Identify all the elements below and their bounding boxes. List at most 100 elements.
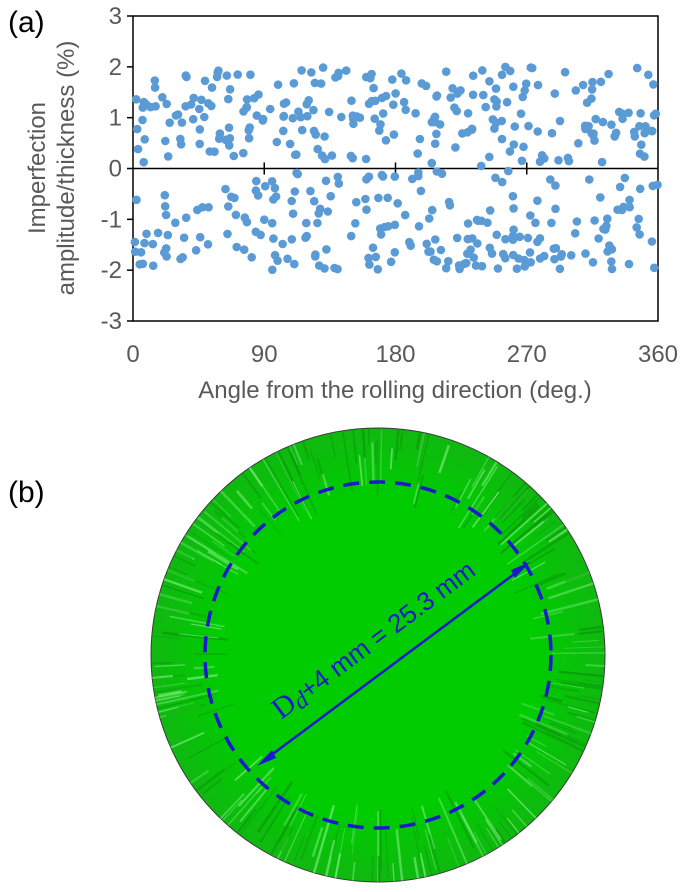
wrinkle-streak	[525, 531, 570, 562]
data-point	[252, 111, 262, 120]
data-point	[625, 202, 634, 212]
data-point	[178, 252, 187, 262]
data-point	[203, 240, 213, 249]
wrinkle-streak	[321, 473, 331, 496]
wrinkle-streak	[239, 786, 270, 822]
data-point	[386, 257, 396, 267]
data-point	[290, 150, 300, 160]
wrinkle-streak	[471, 491, 500, 529]
y-axis-title-line2: amplitude/thickness (%)	[53, 41, 80, 296]
data-point	[309, 105, 318, 115]
data-point	[364, 253, 373, 263]
data-point	[393, 199, 403, 208]
wrinkle-streak	[195, 768, 225, 792]
wrinkle-streak	[153, 683, 203, 694]
data-point	[195, 139, 204, 149]
data-point	[635, 184, 645, 194]
wrinkle-streak	[292, 443, 303, 466]
wrinkle-streak	[158, 690, 182, 697]
wrinkle-streak	[207, 550, 239, 571]
data-point	[197, 95, 206, 105]
data-point	[557, 250, 567, 259]
data-point	[231, 210, 241, 220]
wrinkle-streak	[399, 429, 404, 450]
data-point	[265, 104, 275, 114]
data-point	[140, 238, 149, 248]
data-point	[414, 168, 423, 177]
wrinkle-streak	[358, 455, 364, 487]
data-point	[297, 125, 307, 135]
data-point	[611, 128, 621, 138]
data-point	[302, 100, 312, 109]
wrinkle-streak	[371, 442, 375, 483]
data-point	[504, 166, 513, 176]
data-point	[591, 114, 600, 124]
data-point	[239, 148, 248, 158]
data-point	[135, 260, 144, 269]
data-point	[290, 259, 299, 269]
wrinkle-streak	[533, 510, 555, 528]
data-point	[287, 235, 297, 244]
data-point	[589, 129, 598, 138]
data-point	[315, 204, 325, 214]
wrinkle-streak	[235, 490, 254, 510]
data-point	[283, 254, 292, 264]
data-point	[490, 124, 499, 133]
data-point	[508, 191, 518, 201]
data-point	[572, 217, 582, 226]
data-point	[260, 181, 270, 191]
data-point	[555, 264, 565, 274]
data-point	[487, 249, 497, 258]
data-point	[483, 218, 492, 227]
wrinkle-streak	[187, 535, 248, 575]
data-point	[596, 193, 605, 202]
data-point	[138, 103, 148, 112]
data-point	[390, 172, 400, 181]
data-point	[397, 69, 406, 78]
data-point	[333, 71, 343, 81]
data-point	[317, 151, 327, 160]
data-point	[497, 134, 507, 144]
wrinkle-streak	[197, 762, 236, 792]
data-point	[205, 147, 214, 156]
data-point	[635, 230, 644, 239]
data-point	[437, 169, 447, 178]
wrinkle-streak	[522, 721, 585, 753]
wrinkle-streak	[236, 816, 251, 834]
data-point	[517, 156, 527, 166]
data-point	[352, 197, 361, 207]
data-point	[509, 204, 518, 213]
wrinkle-streak	[499, 512, 550, 555]
wrinkle-streak	[277, 838, 289, 860]
data-point	[620, 173, 630, 183]
wrinkle-streak	[438, 444, 451, 474]
wrinkle-streak	[176, 549, 195, 561]
wrinkle-streak	[389, 448, 394, 470]
data-point	[607, 120, 616, 129]
wrinkle-streak	[411, 807, 420, 839]
data-point	[229, 151, 239, 161]
wrinkle-streak	[262, 458, 300, 522]
wrinkle-streak	[576, 715, 596, 723]
data-point	[644, 70, 653, 80]
wrinkle-streak	[578, 682, 603, 688]
x-tick-label: 90	[251, 341, 278, 368]
wrinkle-streak	[155, 692, 185, 701]
data-point	[613, 205, 622, 214]
data-point	[414, 222, 424, 231]
wrinkle-streak	[280, 826, 294, 852]
data-point	[368, 243, 378, 252]
wrinkle-streak	[192, 522, 226, 547]
data-point	[278, 239, 287, 249]
data-point	[492, 230, 502, 240]
data-point	[463, 219, 473, 228]
data-point	[130, 247, 140, 256]
wrinkle-streak	[158, 706, 179, 713]
wrinkle-streak	[495, 807, 517, 836]
data-point	[632, 223, 641, 232]
data-point	[485, 206, 495, 215]
data-point	[316, 79, 326, 88]
data-point	[273, 80, 283, 89]
data-point	[351, 219, 360, 228]
wrinkle-streak	[494, 481, 527, 519]
